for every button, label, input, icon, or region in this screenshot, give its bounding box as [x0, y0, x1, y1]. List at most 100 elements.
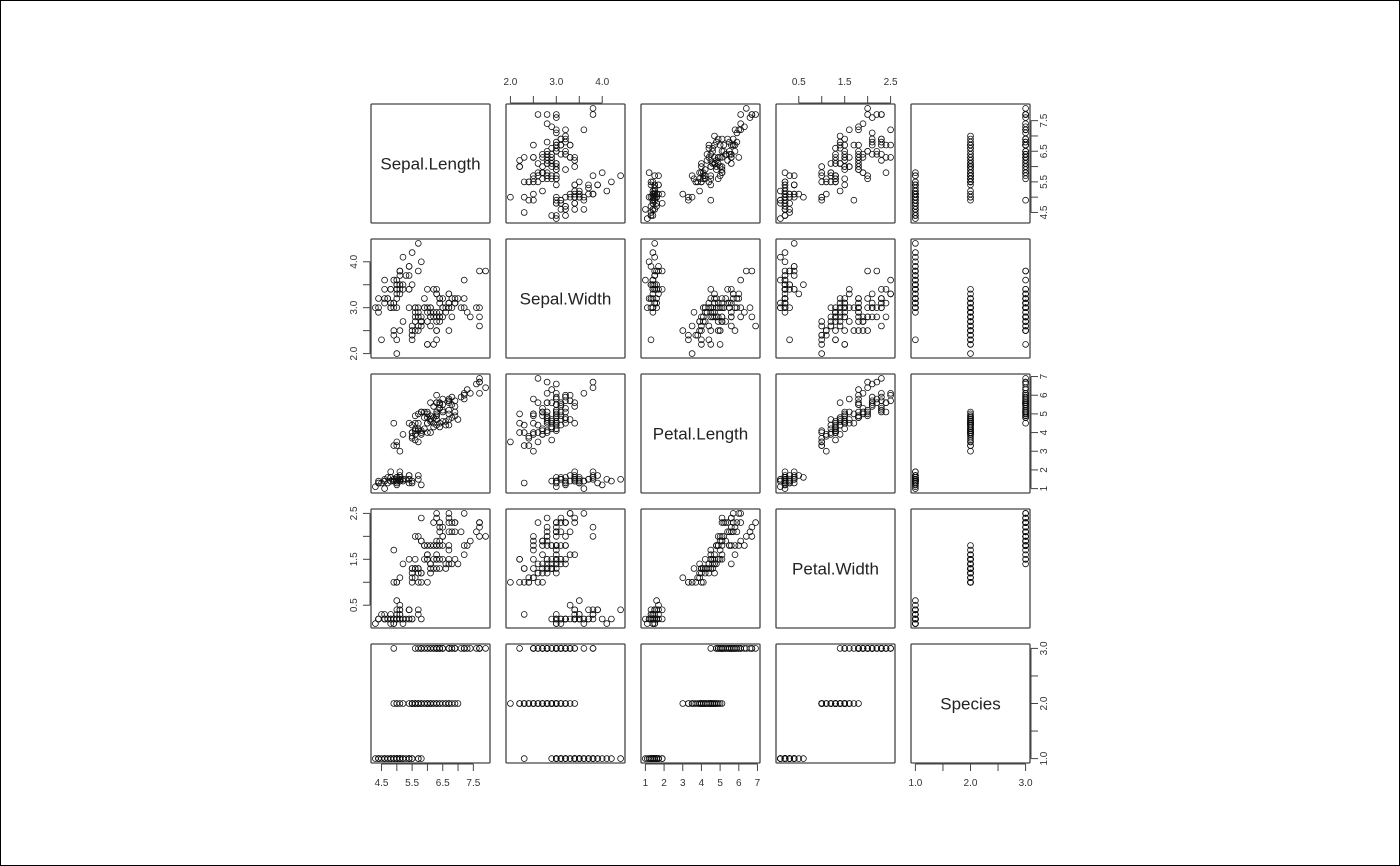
data-point	[724, 528, 731, 536]
data-point	[912, 475, 919, 483]
data-point	[727, 523, 735, 531]
data-point	[543, 412, 551, 420]
data-point	[562, 393, 569, 401]
data-point	[855, 313, 862, 321]
data-point	[967, 425, 974, 433]
data-point	[448, 645, 456, 652]
data-point	[530, 172, 537, 180]
data-point	[714, 555, 722, 563]
data-point	[859, 389, 867, 397]
y-tick-label: 3.0	[349, 300, 360, 314]
data-point	[598, 169, 606, 177]
data-point	[375, 295, 382, 302]
data-point	[790, 472, 798, 479]
data-point	[850, 327, 858, 334]
data-point	[589, 475, 597, 483]
data-point	[530, 154, 537, 161]
data-point	[653, 285, 660, 293]
data-point	[598, 615, 606, 623]
data-point	[552, 620, 560, 627]
data-point	[411, 304, 419, 312]
data-point	[859, 169, 867, 177]
data-point	[967, 447, 974, 455]
data-point	[716, 537, 724, 545]
data-point	[651, 299, 658, 307]
data-point	[718, 514, 726, 522]
data-point	[393, 578, 401, 586]
data-point	[859, 318, 867, 325]
data-point	[845, 304, 853, 312]
data-point	[642, 206, 649, 213]
data-point	[649, 249, 657, 256]
x-tick-label: 2.0	[964, 778, 978, 789]
data-point	[543, 172, 551, 180]
data-point	[878, 304, 885, 312]
data-point	[864, 111, 871, 118]
data-point	[887, 645, 894, 652]
data-point	[696, 327, 703, 334]
data-point	[617, 475, 624, 483]
data-point	[967, 569, 974, 577]
data-point	[539, 404, 546, 412]
data-point	[855, 318, 862, 325]
data-point	[777, 215, 784, 222]
data-point	[786, 475, 793, 483]
data-point	[552, 406, 560, 414]
data-point	[552, 565, 560, 572]
data-point	[562, 615, 569, 623]
data-point	[818, 438, 825, 446]
data-point	[718, 318, 726, 325]
data-point	[539, 412, 546, 420]
data-point	[720, 533, 728, 540]
data-point	[855, 391, 862, 399]
data-point	[836, 313, 844, 321]
data-point	[873, 399, 881, 407]
data-point	[777, 304, 784, 312]
data-point	[448, 560, 456, 568]
data-point	[818, 341, 825, 348]
data-point	[608, 615, 615, 623]
data-point	[832, 427, 839, 435]
data-point	[548, 560, 555, 568]
data-point	[827, 700, 835, 707]
data-point	[520, 578, 528, 586]
data-point	[454, 416, 462, 423]
data-point	[703, 700, 711, 707]
data-point	[451, 295, 459, 302]
data-point	[393, 615, 401, 623]
data-point	[543, 151, 551, 158]
data-point	[534, 399, 542, 407]
data-point	[399, 560, 407, 568]
data-point	[786, 755, 793, 762]
data-point	[912, 336, 919, 344]
x-tick-label: 2	[661, 778, 667, 789]
data-point	[580, 645, 588, 652]
data-point	[703, 157, 711, 164]
data-point	[698, 313, 705, 321]
data-point	[557, 555, 565, 563]
data-point	[912, 263, 919, 270]
data-point	[430, 555, 437, 563]
data-point	[562, 560, 569, 568]
data-point	[692, 331, 700, 339]
y-tick-label: 2.5	[349, 506, 360, 520]
data-point	[777, 755, 784, 762]
data-point	[873, 151, 881, 158]
data-point	[543, 111, 551, 118]
data-point	[912, 193, 919, 201]
data-point	[433, 391, 440, 399]
data-point	[649, 193, 657, 201]
data-point	[795, 755, 803, 762]
data-point	[718, 555, 726, 563]
data-point	[589, 111, 597, 118]
data-point	[530, 419, 537, 427]
data-point	[580, 477, 588, 485]
data-point	[411, 327, 419, 334]
data-point	[841, 327, 848, 334]
panel-frame-3-4	[775, 373, 896, 494]
data-point	[967, 423, 974, 431]
data-point	[516, 429, 523, 436]
data-point	[562, 555, 569, 563]
data-point	[777, 253, 784, 261]
data-point	[873, 378, 881, 386]
